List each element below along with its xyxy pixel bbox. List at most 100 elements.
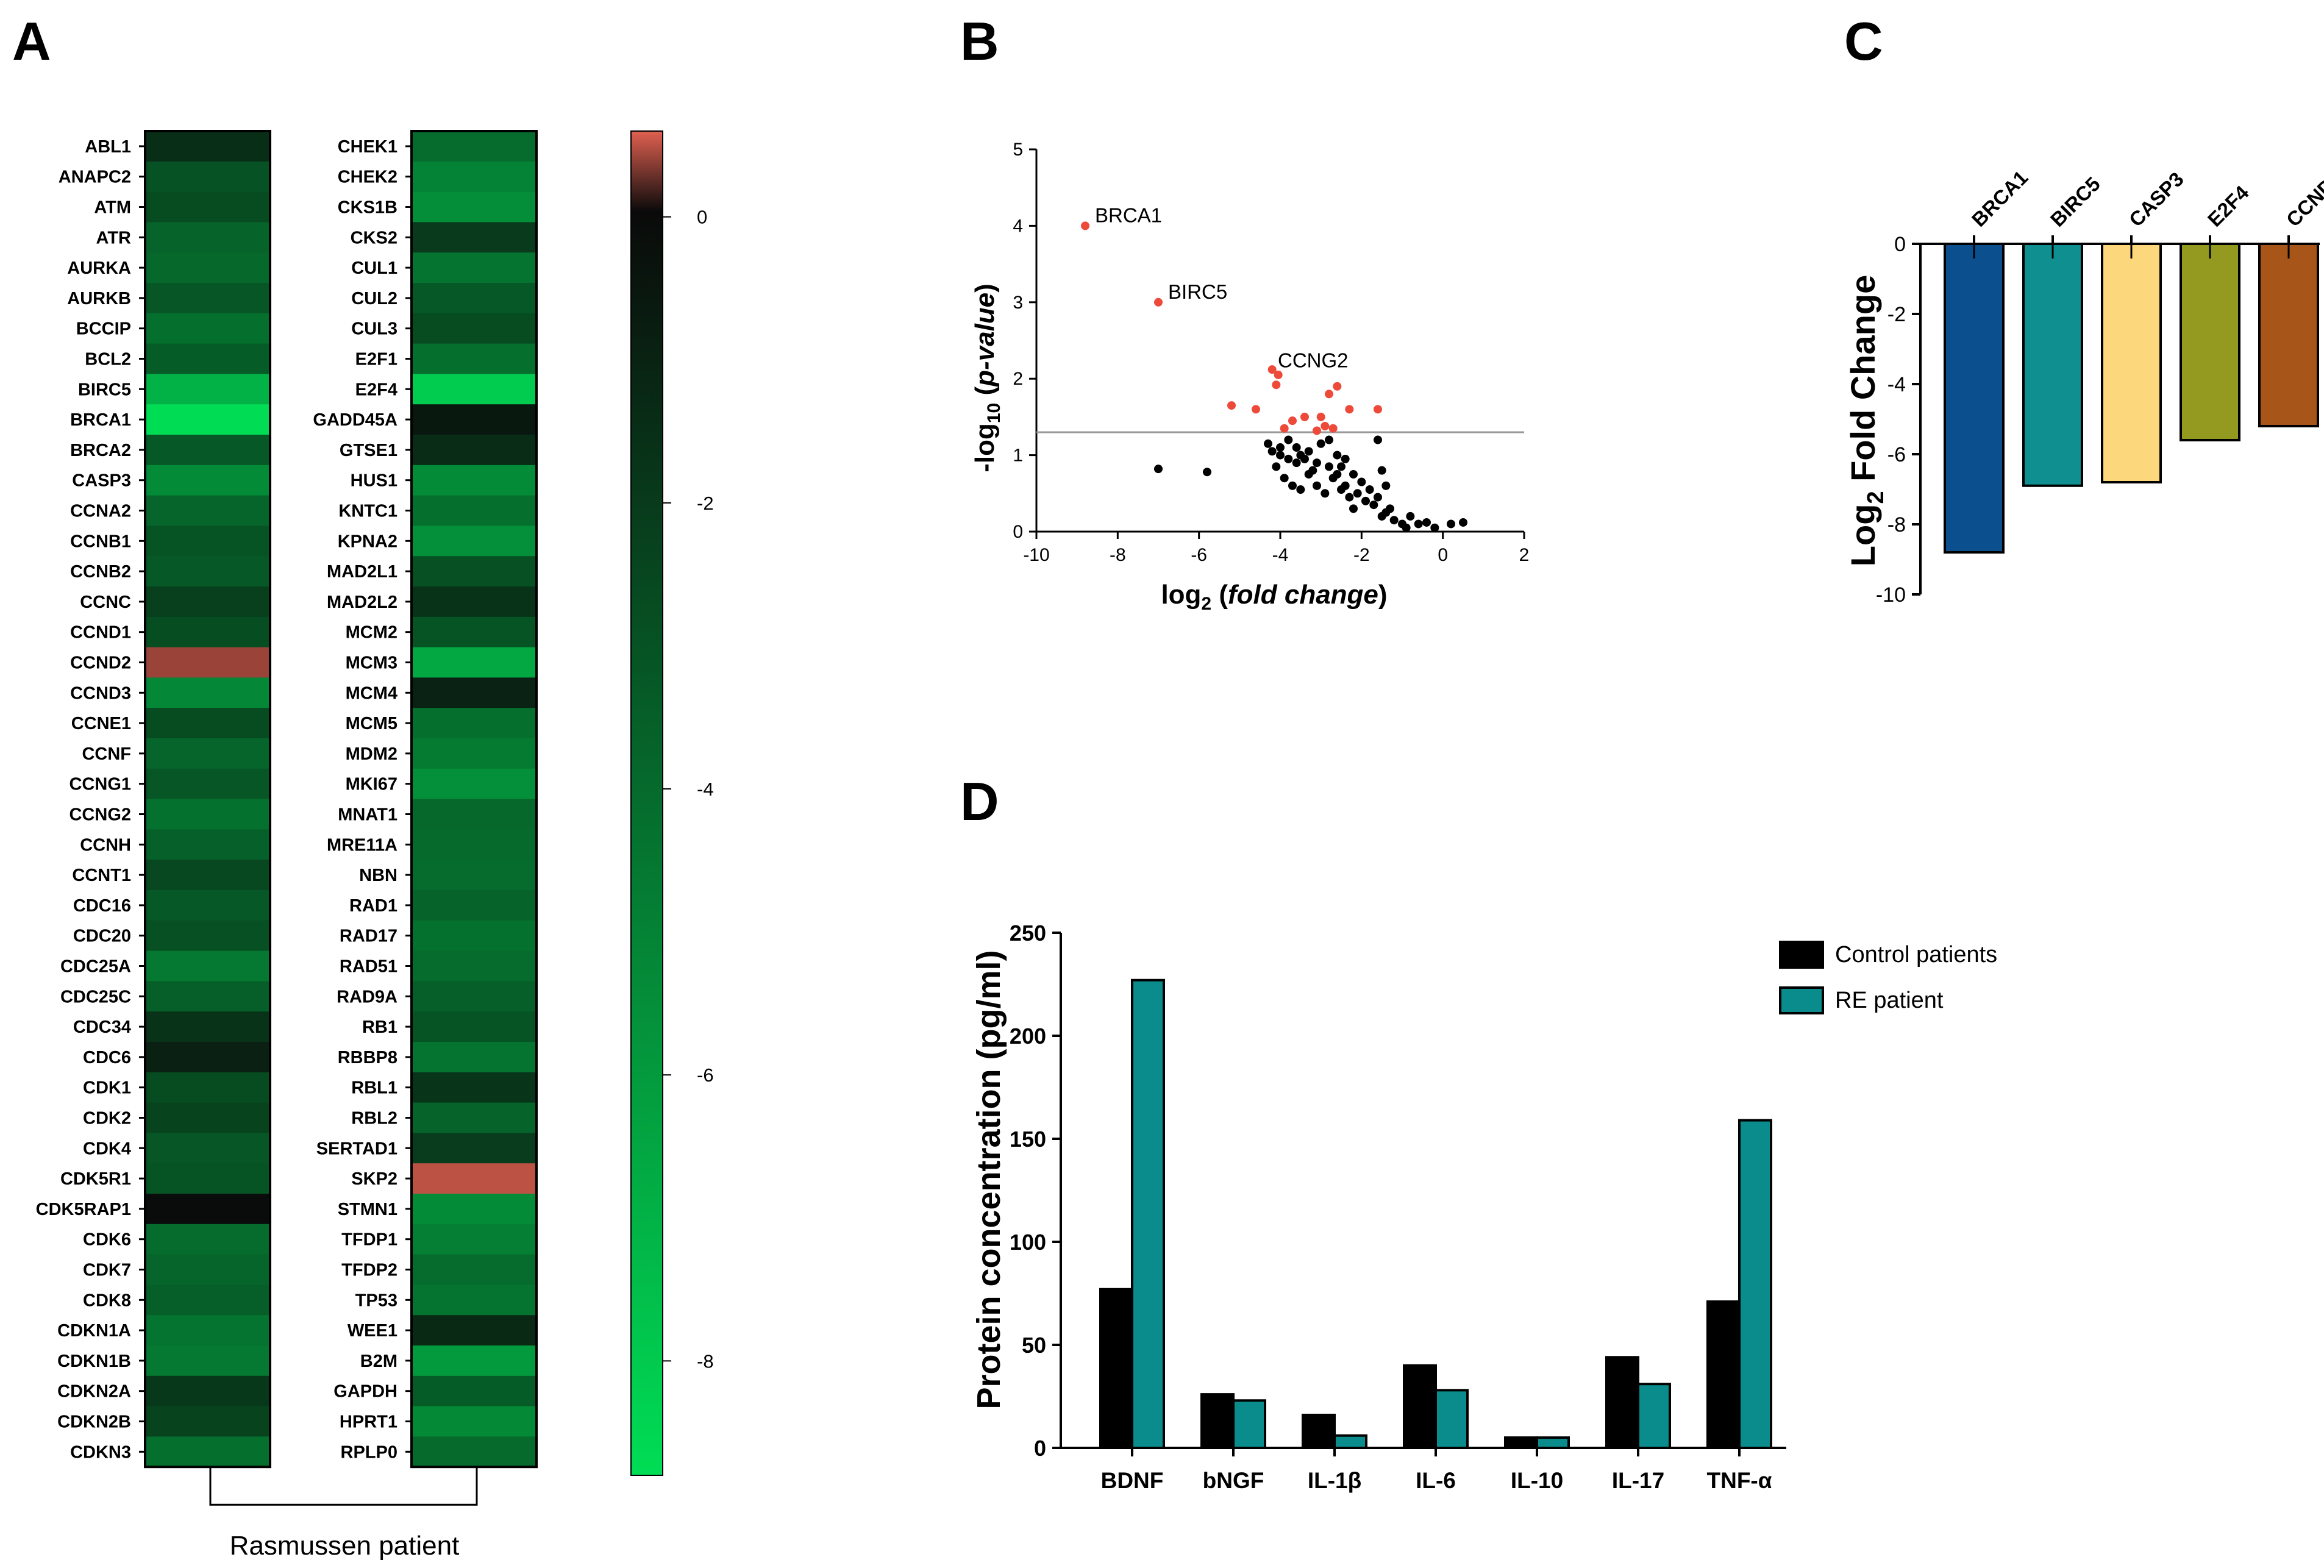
nonsignificant-point — [1402, 523, 1411, 532]
heatmap-cell — [412, 708, 536, 739]
y-tick-label: -2 — [1887, 303, 1906, 326]
legend-label: RE patient — [1835, 988, 1944, 1013]
heatmap-cell — [412, 829, 536, 860]
heatmap-cell — [412, 1042, 536, 1073]
fold-change-ylabel: Log2 Fold Change — [1844, 275, 1889, 566]
significant-point — [1333, 382, 1342, 391]
gene-label: STMN1 — [338, 1200, 397, 1219]
gene-label: MCM4 — [346, 683, 397, 703]
y-tick-label: 3 — [1013, 293, 1023, 313]
gene-label: MDM2 — [346, 744, 397, 764]
gene-label: HPRT1 — [340, 1413, 397, 1432]
gene-label: CDC34 — [73, 1017, 131, 1037]
nonsignificant-point — [1406, 511, 1415, 521]
panel-label-b: B — [960, 11, 999, 71]
heatmap-cell — [145, 1194, 270, 1225]
nonsignificant-point — [1325, 462, 1333, 471]
gene-label: RAD1 — [349, 896, 397, 916]
heatmap-cell — [145, 435, 270, 466]
nonsignificant-point — [1280, 474, 1289, 483]
significant-point — [1321, 421, 1330, 430]
nonsignificant-point — [1321, 489, 1330, 498]
re-patient-bar — [1435, 1389, 1469, 1450]
x-tick-label: -10 — [1023, 545, 1049, 565]
gene-label: CDKN2A — [57, 1382, 131, 1402]
gene-label: CCNB1 — [70, 532, 131, 551]
nonsignificant-point — [1374, 493, 1382, 502]
re-patient-bar — [1536, 1436, 1570, 1450]
legend-swatch — [1779, 941, 1824, 969]
heatmap-cell — [412, 1315, 536, 1346]
gene-label: BRCA2 — [70, 441, 131, 460]
gene-label: CCNG1 — [69, 775, 131, 794]
nonsignificant-point — [1447, 519, 1455, 529]
heatmap-cell — [145, 1072, 270, 1103]
gene-label: RAD17 — [340, 927, 397, 946]
gene-label: MCM2 — [346, 623, 397, 643]
gene-label: TP53 — [355, 1291, 397, 1310]
heatmap-cell — [145, 556, 270, 587]
re-patient-bar — [1131, 978, 1165, 1449]
heatmap-cell — [145, 890, 270, 921]
volcano-ylabel: -log10 (p-value) — [970, 283, 1004, 472]
significant-point — [1227, 401, 1236, 410]
fold-change-bar — [2180, 243, 2240, 441]
gene-label: CDK4 — [83, 1139, 131, 1158]
y-tick-label: 250 — [1010, 921, 1046, 946]
gene-label: BCCIP — [76, 319, 131, 339]
gene-label: B2M — [360, 1352, 397, 1371]
re-patient-bar — [1738, 1119, 1772, 1449]
y-tick-label: -8 — [1887, 513, 1906, 536]
gene-label: RBL2 — [351, 1109, 397, 1128]
point-annotation: BIRC5 — [1168, 280, 1227, 303]
significant-point — [1272, 380, 1281, 390]
nonsignificant-point — [1459, 518, 1467, 527]
heatmap-cell — [145, 677, 270, 708]
heatmap-cell — [145, 404, 270, 435]
category-label: IL-17 — [1612, 1468, 1664, 1493]
point-annotation: CCNG2 — [1278, 349, 1349, 372]
heatmap-cell — [412, 1163, 536, 1194]
nonsignificant-point — [1264, 439, 1272, 448]
x-tick-label: 2 — [1519, 545, 1530, 565]
gene-label: E2F4 — [355, 380, 397, 399]
heatmap-cell — [412, 1072, 536, 1103]
heatmap-cell — [412, 1406, 536, 1437]
heatmap-cell — [145, 586, 270, 618]
colorbar-tick-label: -8 — [697, 1350, 714, 1372]
gene-label: CCND3 — [70, 683, 131, 703]
gene-label: NBN — [359, 866, 397, 885]
gene-label: WEE1 — [348, 1321, 397, 1341]
heatmap-cell — [412, 343, 536, 374]
panel-label-c: C — [1844, 11, 1883, 71]
category-label: CCND3 — [2282, 166, 2324, 231]
heatmap-cell — [145, 1163, 270, 1194]
significant-point — [1252, 405, 1260, 414]
heatmap-cell — [412, 1011, 536, 1042]
heatmap-cell — [412, 1345, 536, 1377]
re-patient-bar — [1637, 1383, 1671, 1449]
control-bar — [1302, 1413, 1336, 1449]
nonsignificant-point — [1292, 443, 1301, 452]
heatmap-cell — [412, 1254, 536, 1285]
heatmap-cell — [412, 495, 536, 526]
fold-change-bar — [2258, 243, 2319, 427]
significant-point — [1280, 424, 1289, 433]
significant-point — [1316, 412, 1325, 421]
heatmap-cell — [145, 708, 270, 739]
heatmap-cell — [145, 1042, 270, 1073]
nonsignificant-point — [1276, 451, 1285, 460]
gene-label: BCL2 — [85, 350, 131, 369]
heatmap-cell — [412, 161, 536, 193]
category-label: E2F4 — [2203, 181, 2253, 231]
category-label: IL-1β — [1308, 1468, 1361, 1493]
heatmap-cell — [145, 191, 270, 223]
gene-label: CKS2 — [351, 228, 397, 248]
nonsignificant-point — [1313, 481, 1321, 490]
nonsignificant-point — [1284, 454, 1293, 463]
gene-label: CDK1 — [83, 1078, 131, 1098]
heatmap-cell — [412, 556, 536, 587]
nonsignificant-point — [1292, 458, 1301, 468]
gene-label: CDKN3 — [70, 1442, 131, 1462]
gene-label: CCNT1 — [72, 866, 131, 885]
